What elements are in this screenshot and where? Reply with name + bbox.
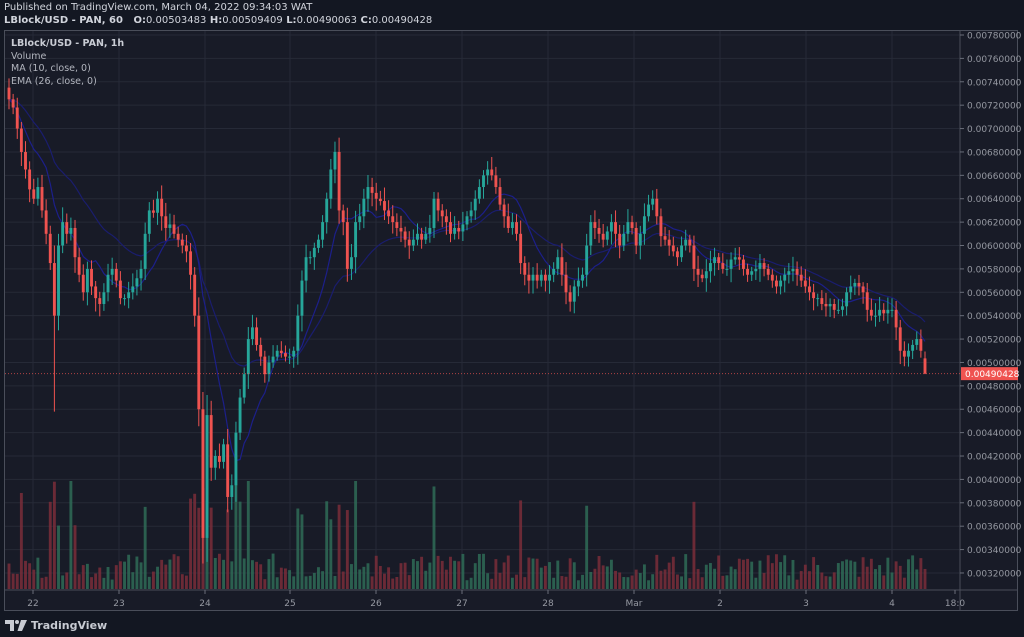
svg-text:0.00440000: 0.00440000 bbox=[967, 429, 1022, 439]
legend-volume[interactable]: Volume bbox=[11, 50, 47, 62]
svg-text:4: 4 bbox=[889, 599, 895, 609]
tradingview-logo[interactable]: TradingView bbox=[5, 619, 107, 632]
chart-legend: LBlock/USD - PAN, 1h Volume MA (10, clos… bbox=[11, 38, 124, 88]
open-value: 0.00503483 bbox=[145, 15, 207, 26]
svg-text:0.00340000: 0.00340000 bbox=[967, 546, 1022, 556]
svg-text:0.00580000: 0.00580000 bbox=[967, 265, 1022, 275]
legend-title: LBlock/USD - PAN, 1h bbox=[11, 38, 125, 49]
svg-text:25: 25 bbox=[284, 599, 295, 609]
low-value: 0.00490063 bbox=[296, 15, 358, 26]
brand-name: TradingView bbox=[31, 619, 108, 632]
svg-text:0.00540000: 0.00540000 bbox=[967, 312, 1022, 322]
chart-frame bbox=[4, 30, 1018, 611]
svg-text:0.00720000: 0.00720000 bbox=[967, 102, 1022, 112]
published-info: Published on TradingView.com, March 04, … bbox=[4, 2, 313, 13]
svg-text:0.00560000: 0.00560000 bbox=[967, 289, 1022, 299]
svg-text:0.00520000: 0.00520000 bbox=[967, 336, 1022, 346]
svg-text:2: 2 bbox=[717, 599, 723, 609]
svg-text:23: 23 bbox=[113, 599, 124, 609]
open-key: O: bbox=[133, 15, 146, 26]
svg-text:Mar: Mar bbox=[626, 599, 643, 609]
svg-text:26: 26 bbox=[370, 599, 382, 609]
svg-text:0.00660000: 0.00660000 bbox=[967, 172, 1022, 182]
svg-text:0.00400000: 0.00400000 bbox=[967, 476, 1022, 486]
svg-text:0.00640000: 0.00640000 bbox=[967, 195, 1022, 205]
svg-text:24: 24 bbox=[199, 599, 211, 609]
svg-text:0.00360000: 0.00360000 bbox=[967, 523, 1022, 533]
svg-text:0.00600000: 0.00600000 bbox=[967, 242, 1022, 252]
svg-text:0.00760000: 0.00760000 bbox=[967, 55, 1022, 65]
svg-text:0.00500000: 0.00500000 bbox=[967, 359, 1022, 369]
close-key: C: bbox=[360, 15, 372, 26]
svg-text:0.00480000: 0.00480000 bbox=[967, 382, 1022, 392]
legend-ma[interactable]: MA (10, close, 0) bbox=[11, 63, 91, 74]
svg-text:0.00460000: 0.00460000 bbox=[967, 406, 1022, 416]
svg-text:0.00780000: 0.00780000 bbox=[967, 32, 1022, 42]
svg-text:22: 22 bbox=[27, 599, 38, 609]
svg-text:0.00320000: 0.00320000 bbox=[967, 569, 1022, 579]
svg-text:27: 27 bbox=[456, 599, 467, 609]
svg-text:0.00490428: 0.00490428 bbox=[965, 370, 1020, 380]
svg-text:0.00680000: 0.00680000 bbox=[967, 148, 1022, 158]
symbol-label: LBlock/USD - PAN, 60 bbox=[4, 15, 123, 26]
svg-text:0.00380000: 0.00380000 bbox=[967, 499, 1022, 509]
tradingview-logo-icon bbox=[5, 620, 27, 631]
svg-text:0.00620000: 0.00620000 bbox=[967, 219, 1022, 229]
legend-ema[interactable]: EMA (26, close, 0) bbox=[11, 75, 97, 87]
close-value: 0.00490428 bbox=[371, 15, 433, 26]
svg-text:0.00700000: 0.00700000 bbox=[967, 125, 1022, 135]
svg-text:0.00420000: 0.00420000 bbox=[967, 453, 1022, 463]
svg-text:28: 28 bbox=[542, 599, 554, 609]
low-key: L: bbox=[286, 15, 297, 26]
high-value: 0.00509409 bbox=[222, 15, 283, 26]
symbol-ohlc-line: LBlock/USD - PAN, 60 O:0.00503483 H:0.00… bbox=[4, 15, 432, 26]
svg-text:18:0: 18:0 bbox=[945, 599, 965, 609]
high-key: H: bbox=[209, 15, 223, 26]
svg-text:0.00740000: 0.00740000 bbox=[967, 78, 1022, 88]
svg-text:3: 3 bbox=[803, 599, 809, 609]
